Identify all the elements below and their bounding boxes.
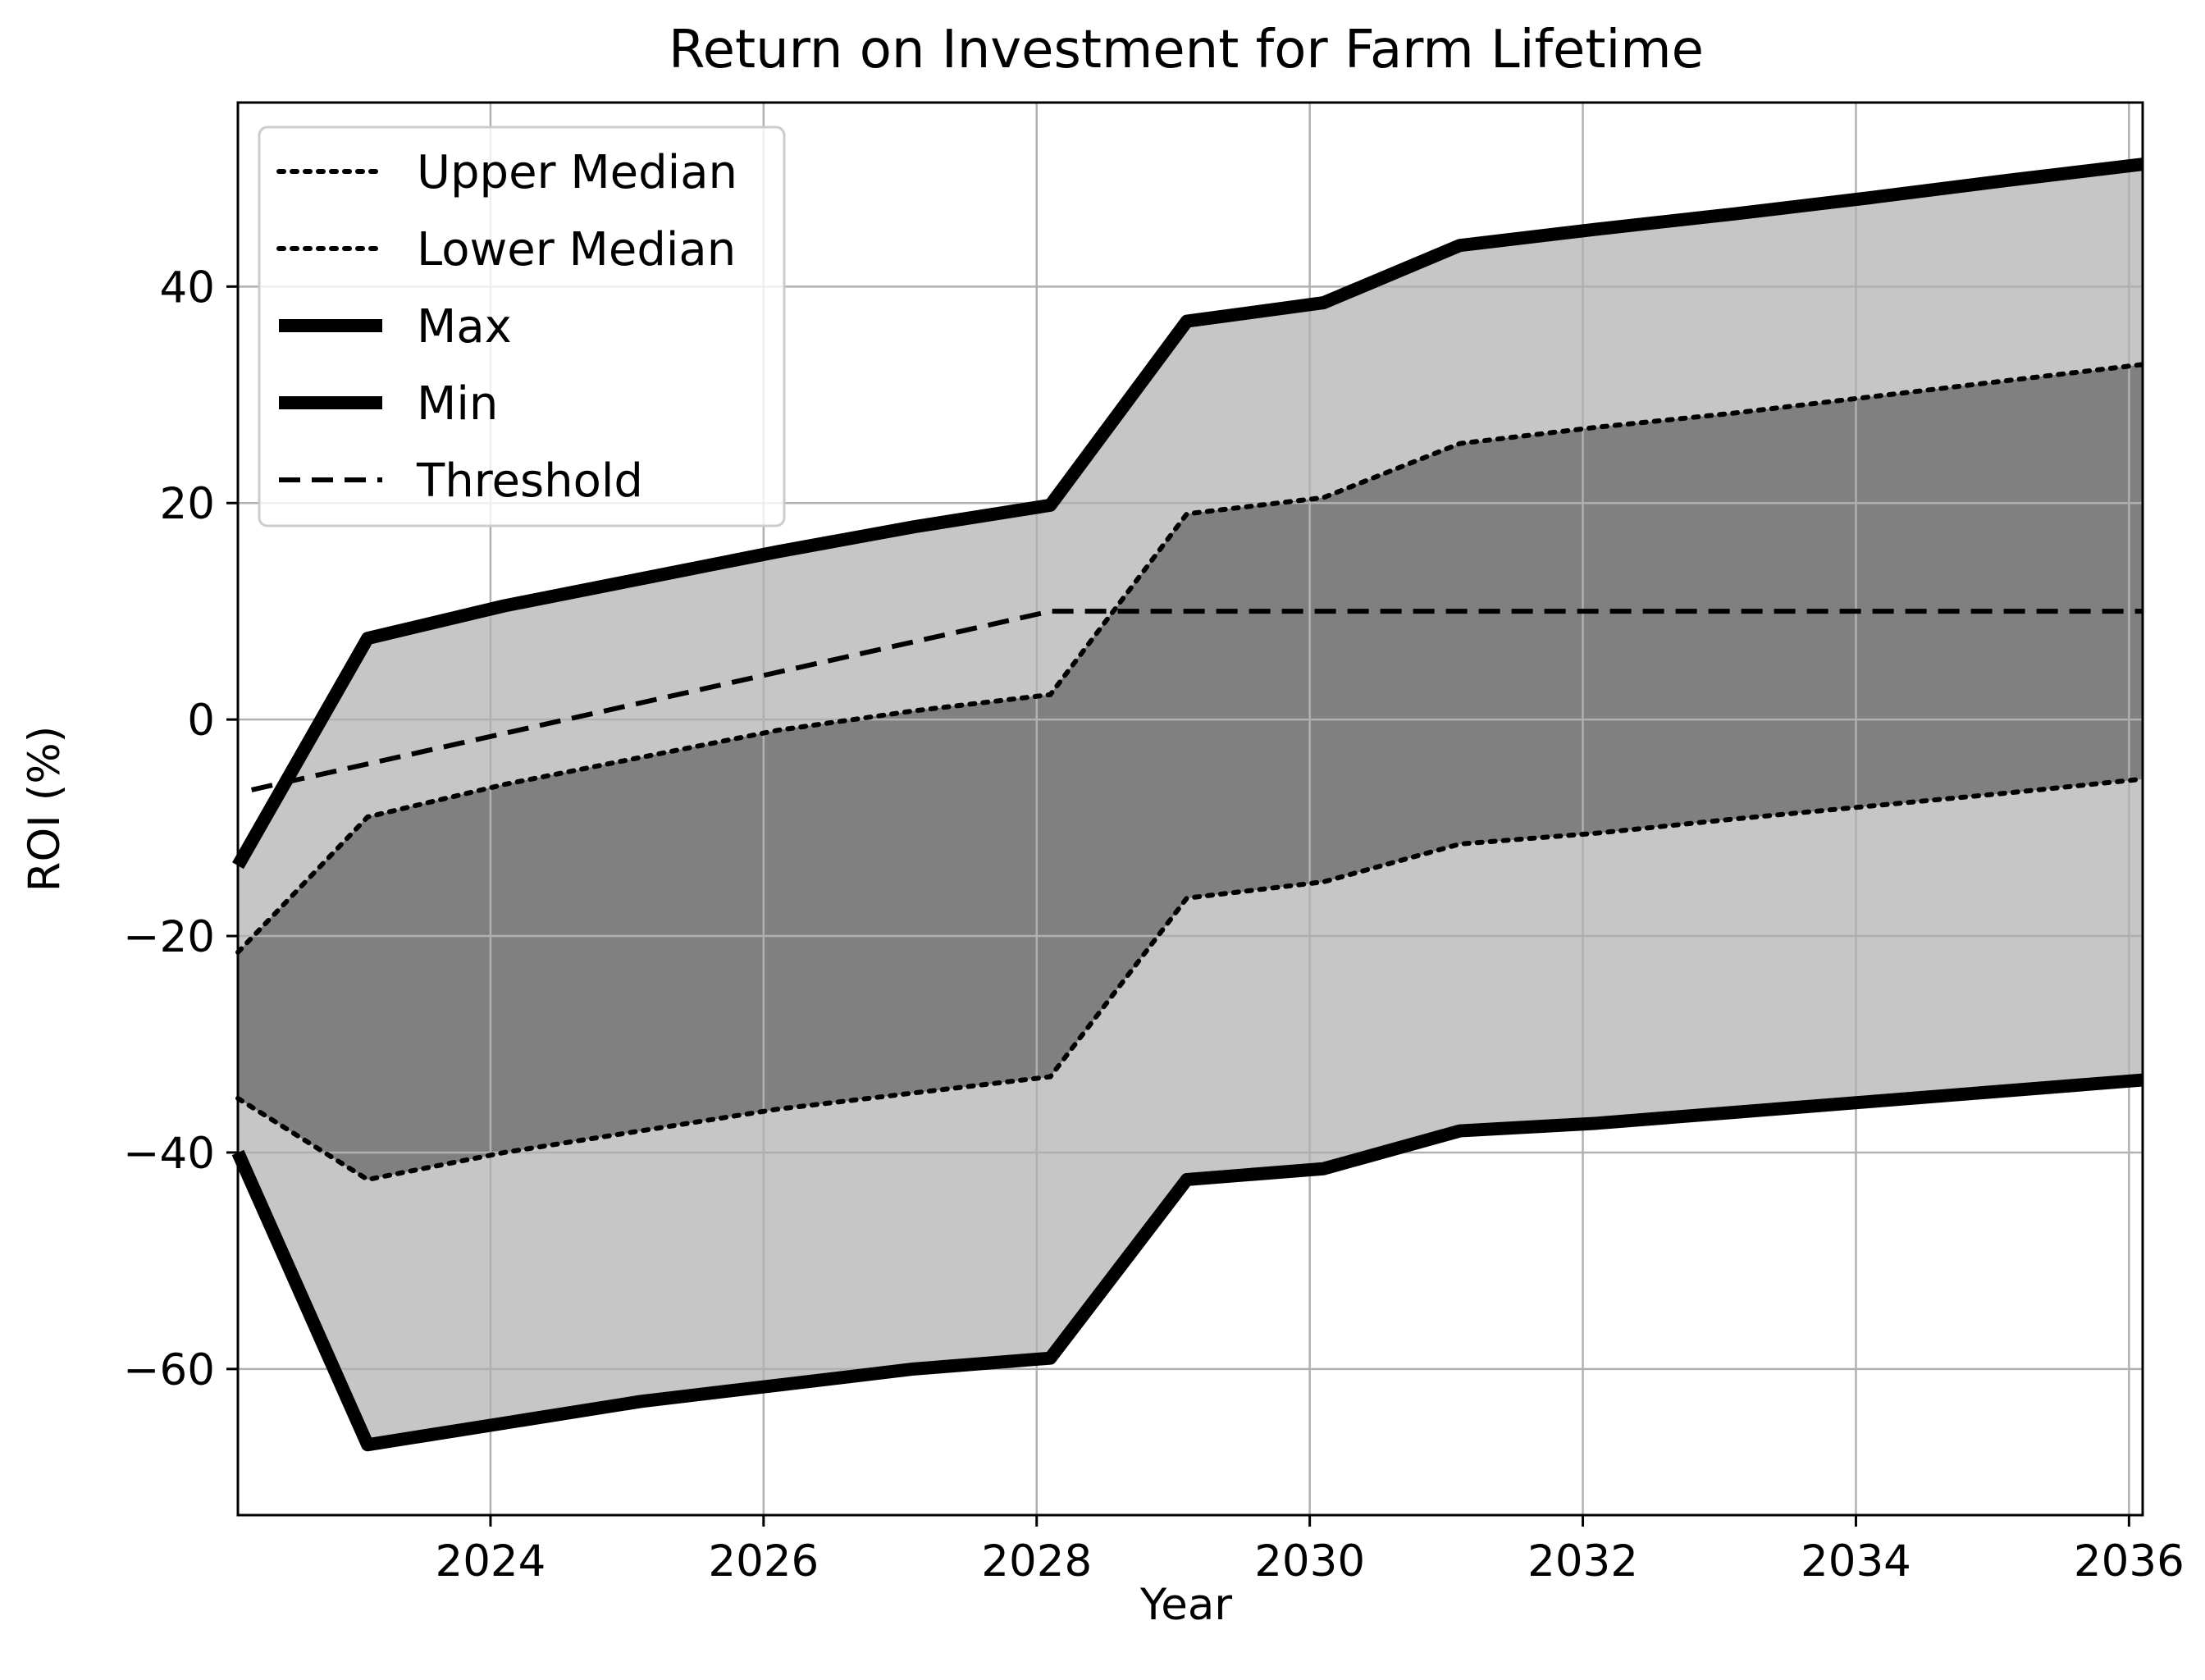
legend-label-max: Max [417, 300, 512, 354]
legend: Upper Median Lower Median Max Min Thresh… [258, 126, 786, 527]
x-tick-label: 2036 [2074, 1536, 2184, 1586]
grid-lines [238, 103, 2143, 1515]
y-tick-label: 0 [187, 696, 215, 746]
chart-title: Return on Investment for Farm Lifetime [669, 20, 1704, 80]
legend-label-lower-median: Lower Median [417, 223, 736, 276]
legend-box [258, 126, 786, 527]
min-line [231, 1073, 2143, 1452]
threshold-line [250, 609, 2143, 792]
x-axis-label: Year [1139, 1580, 1232, 1630]
y-tick-label: 40 [160, 262, 215, 313]
lower-median-line [235, 776, 2145, 1183]
plot-frame [236, 101, 2144, 1517]
axis-ticks: 2024 2026 2028 2030 2032 2034 2036 −60 −40 −20 0 20… [123, 262, 2184, 1586]
x-tick-label: 2024 [435, 1536, 546, 1586]
x-tick-label: 2034 [1801, 1536, 1911, 1586]
x-tick-label: 2032 [1527, 1536, 1638, 1586]
legend-label-threshold: Threshold [416, 454, 643, 508]
legend-label-min: Min [417, 377, 498, 431]
y-axis-label: ROI (%) [20, 726, 70, 892]
legend-label-upper-median: Upper Median [417, 146, 737, 199]
max-line [232, 158, 2143, 870]
x-tick-label: 2028 [981, 1536, 1092, 1586]
plot-area [238, 164, 2143, 1445]
y-tick-label: 20 [160, 479, 215, 529]
band-median [238, 364, 2143, 1180]
y-tick-label: −20 [123, 912, 215, 962]
upper-median-line [235, 362, 2145, 955]
series-lines [231, 158, 2145, 1452]
x-tick-label: 2030 [1254, 1536, 1365, 1586]
y-tick-label: −40 [123, 1129, 215, 1179]
x-tick-label: 2026 [708, 1536, 819, 1586]
y-tick-label: −60 [123, 1345, 215, 1395]
